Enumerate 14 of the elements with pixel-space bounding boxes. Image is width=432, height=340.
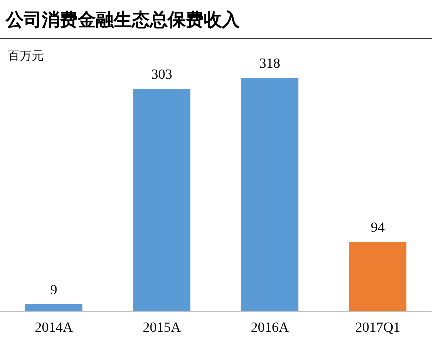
x-tick-label: 2014A (34, 321, 74, 336)
y-axis-title: 百万元 (8, 49, 44, 63)
data-label: 318 (260, 57, 280, 72)
data-label: 94 (371, 221, 385, 236)
bar (241, 78, 299, 311)
x-tick-label: 2016A (250, 321, 290, 336)
data-label: 303 (152, 68, 172, 83)
bar (25, 304, 83, 311)
x-tick-label: 2015A (142, 321, 182, 336)
data-label: 9 (50, 283, 58, 298)
x-tick-label: 2017Q1 (355, 321, 401, 336)
chart-title: 公司消费金融生态总保费收入 (5, 10, 241, 31)
bar (349, 242, 407, 311)
bar (133, 88, 191, 311)
